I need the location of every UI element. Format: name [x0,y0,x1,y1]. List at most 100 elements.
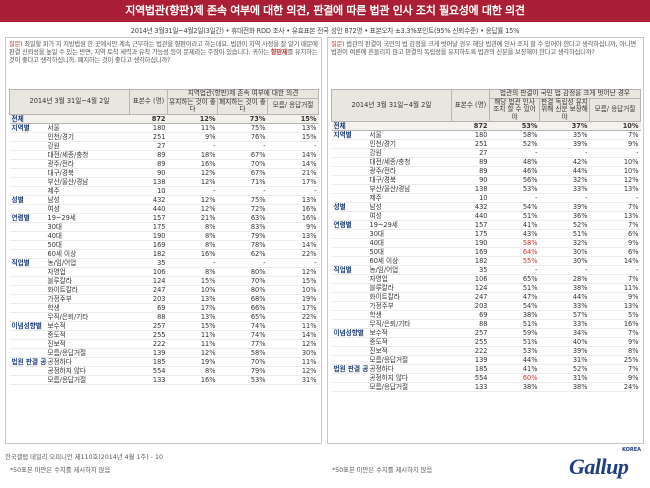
sample-size-cell: 257 [451,328,490,338]
percent-cell: 8% [167,267,218,277]
percent-cell: 6% [589,229,641,239]
sample-size-cell: 106 [451,274,490,284]
table-row: 연령별 19~29세 157 41% 52% 7% [331,220,641,230]
percent-cell: 13% [167,294,218,304]
subgroup-cell: 학생 [367,310,452,320]
subgroup-cell: 광주/전라 [45,159,130,169]
percent-cell: 16% [167,375,218,385]
subgroup-cell: 60세 이상 [45,249,130,259]
subgroup-cell: 화이트칼라 [367,292,452,302]
subgroup-cell: 농/임/어업 [367,265,452,275]
subgroup-cell: 대전/세종/충청 [45,150,130,160]
sample-size-cell: 124 [451,283,490,293]
subgroup-cell: 인천/경기 [45,132,130,142]
percent-cell: 9% [589,238,641,248]
subgroup-cell: 공정하다 [367,364,452,374]
table-row: 중도적 255 51% 40% 9% [331,337,641,347]
sample-size-cell: 35 [451,265,490,275]
category-cell [331,148,368,158]
percent-cell: 73% [217,113,268,124]
percent-cell: 65% [217,312,268,322]
sample-size-cell: 69 [451,310,490,320]
sample-size-cell: 169 [129,240,168,250]
percent-cell: 33% [539,301,590,311]
category-cell [331,292,368,302]
percent-cell: 9% [589,337,641,347]
sample-size-cell: 185 [129,356,168,367]
percent-cell: 16% [167,159,218,169]
subgroup-cell: 중도적 [367,337,452,347]
table-row: 중도적 255 11% 74% 14% [9,330,319,340]
percent-cell: 15% [167,320,218,331]
percent-cell: - [167,186,218,196]
category-cell: 법원 판결 공정성 [9,356,46,367]
percent-cell: 13% [267,231,319,241]
percent-cell: - [589,148,641,158]
percent-cell: 54% [489,301,540,311]
category-cell [9,330,46,340]
subgroup-cell: 30대 [367,229,452,239]
category-cell: 직업별 [9,257,46,268]
percent-cell: - [267,141,319,151]
category-cell: 지역별 [331,130,368,140]
sample-size-cell: 190 [451,238,490,248]
category-cell [331,346,368,356]
table-row: 무직/은퇴/기타 88 13% 65% 22% [9,312,319,322]
percent-cell: 9% [267,222,319,232]
category-cell: 지역별 [9,122,46,133]
subgroup-cell: 대전/세종/충청 [367,157,452,167]
table-row: 이념성향별 보수적 257 59% 34% 7% [331,328,641,338]
percent-cell: 41% [489,220,540,230]
sample-size-cell: 89 [129,150,168,160]
percent-cell: 22% [267,249,319,259]
percent-cell: 64% [489,247,540,257]
percent-cell: 46% [489,166,540,176]
subgroup-cell: 보수적 [45,320,130,331]
percent-cell: 14% [267,150,319,160]
subgroup-cell: 여성 [367,211,452,221]
percent-cell: - [539,265,590,275]
sample-size-cell: 190 [129,231,168,241]
percent-cell: - [489,265,540,275]
subgroup-cell: 학생 [45,303,130,313]
percent-cell: 67% [217,168,268,178]
category-cell [331,211,368,221]
table-row: 법원 판결 공정성공정하다18541%52%7% [331,364,641,374]
sample-size-cell: 90 [129,168,168,178]
subgroup-cell: 무직/은퇴/기타 [367,319,452,329]
percent-cell: 14% [267,240,319,250]
sample-size-cell: 182 [451,256,490,266]
subgroup-cell: 농/임/어업 [45,257,130,268]
logo-korea: KOREA [621,447,641,453]
source-credit: 한국갤럽 데일리 오피니언 제110호(2014년 4월 1주) - 10 [5,454,163,461]
table-row: 대구/경북 90 12% 67% 21% [9,168,319,178]
subgroup-cell: 가정주부 [45,294,130,304]
category-cell [9,168,46,178]
percent-cell: 10% [167,285,218,295]
category-cell [331,283,368,293]
percent-cell: 67% [217,150,268,160]
subgroup-cell: 공정하지 않다 [45,366,130,376]
percent-cell: 11% [167,122,218,133]
percent-cell: 48% [489,157,540,167]
sample-size-cell: 872 [451,121,490,131]
percent-cell: 12% [167,348,218,358]
category-cell [9,240,46,250]
category-cell [9,267,46,277]
category-cell [9,339,46,349]
percent-cell: 11% [589,283,641,293]
percent-cell: 13% [589,301,641,311]
subgroup-cell: 강원 [45,141,130,151]
category-cell [331,184,368,194]
percent-cell: 25% [589,355,641,365]
sample-size-cell: 222 [451,346,490,356]
category-cell [9,348,46,358]
n-header: 표본수 (명) [451,89,490,122]
percent-cell: 76% [217,132,268,142]
percent-cell: 6% [589,247,641,257]
sample-size-cell: 432 [129,194,168,205]
percent-cell: 70% [217,159,268,169]
logo-word: Gallup [569,454,629,479]
percent-cell: 16% [167,249,218,259]
subgroup-cell: 여성 [45,204,130,214]
